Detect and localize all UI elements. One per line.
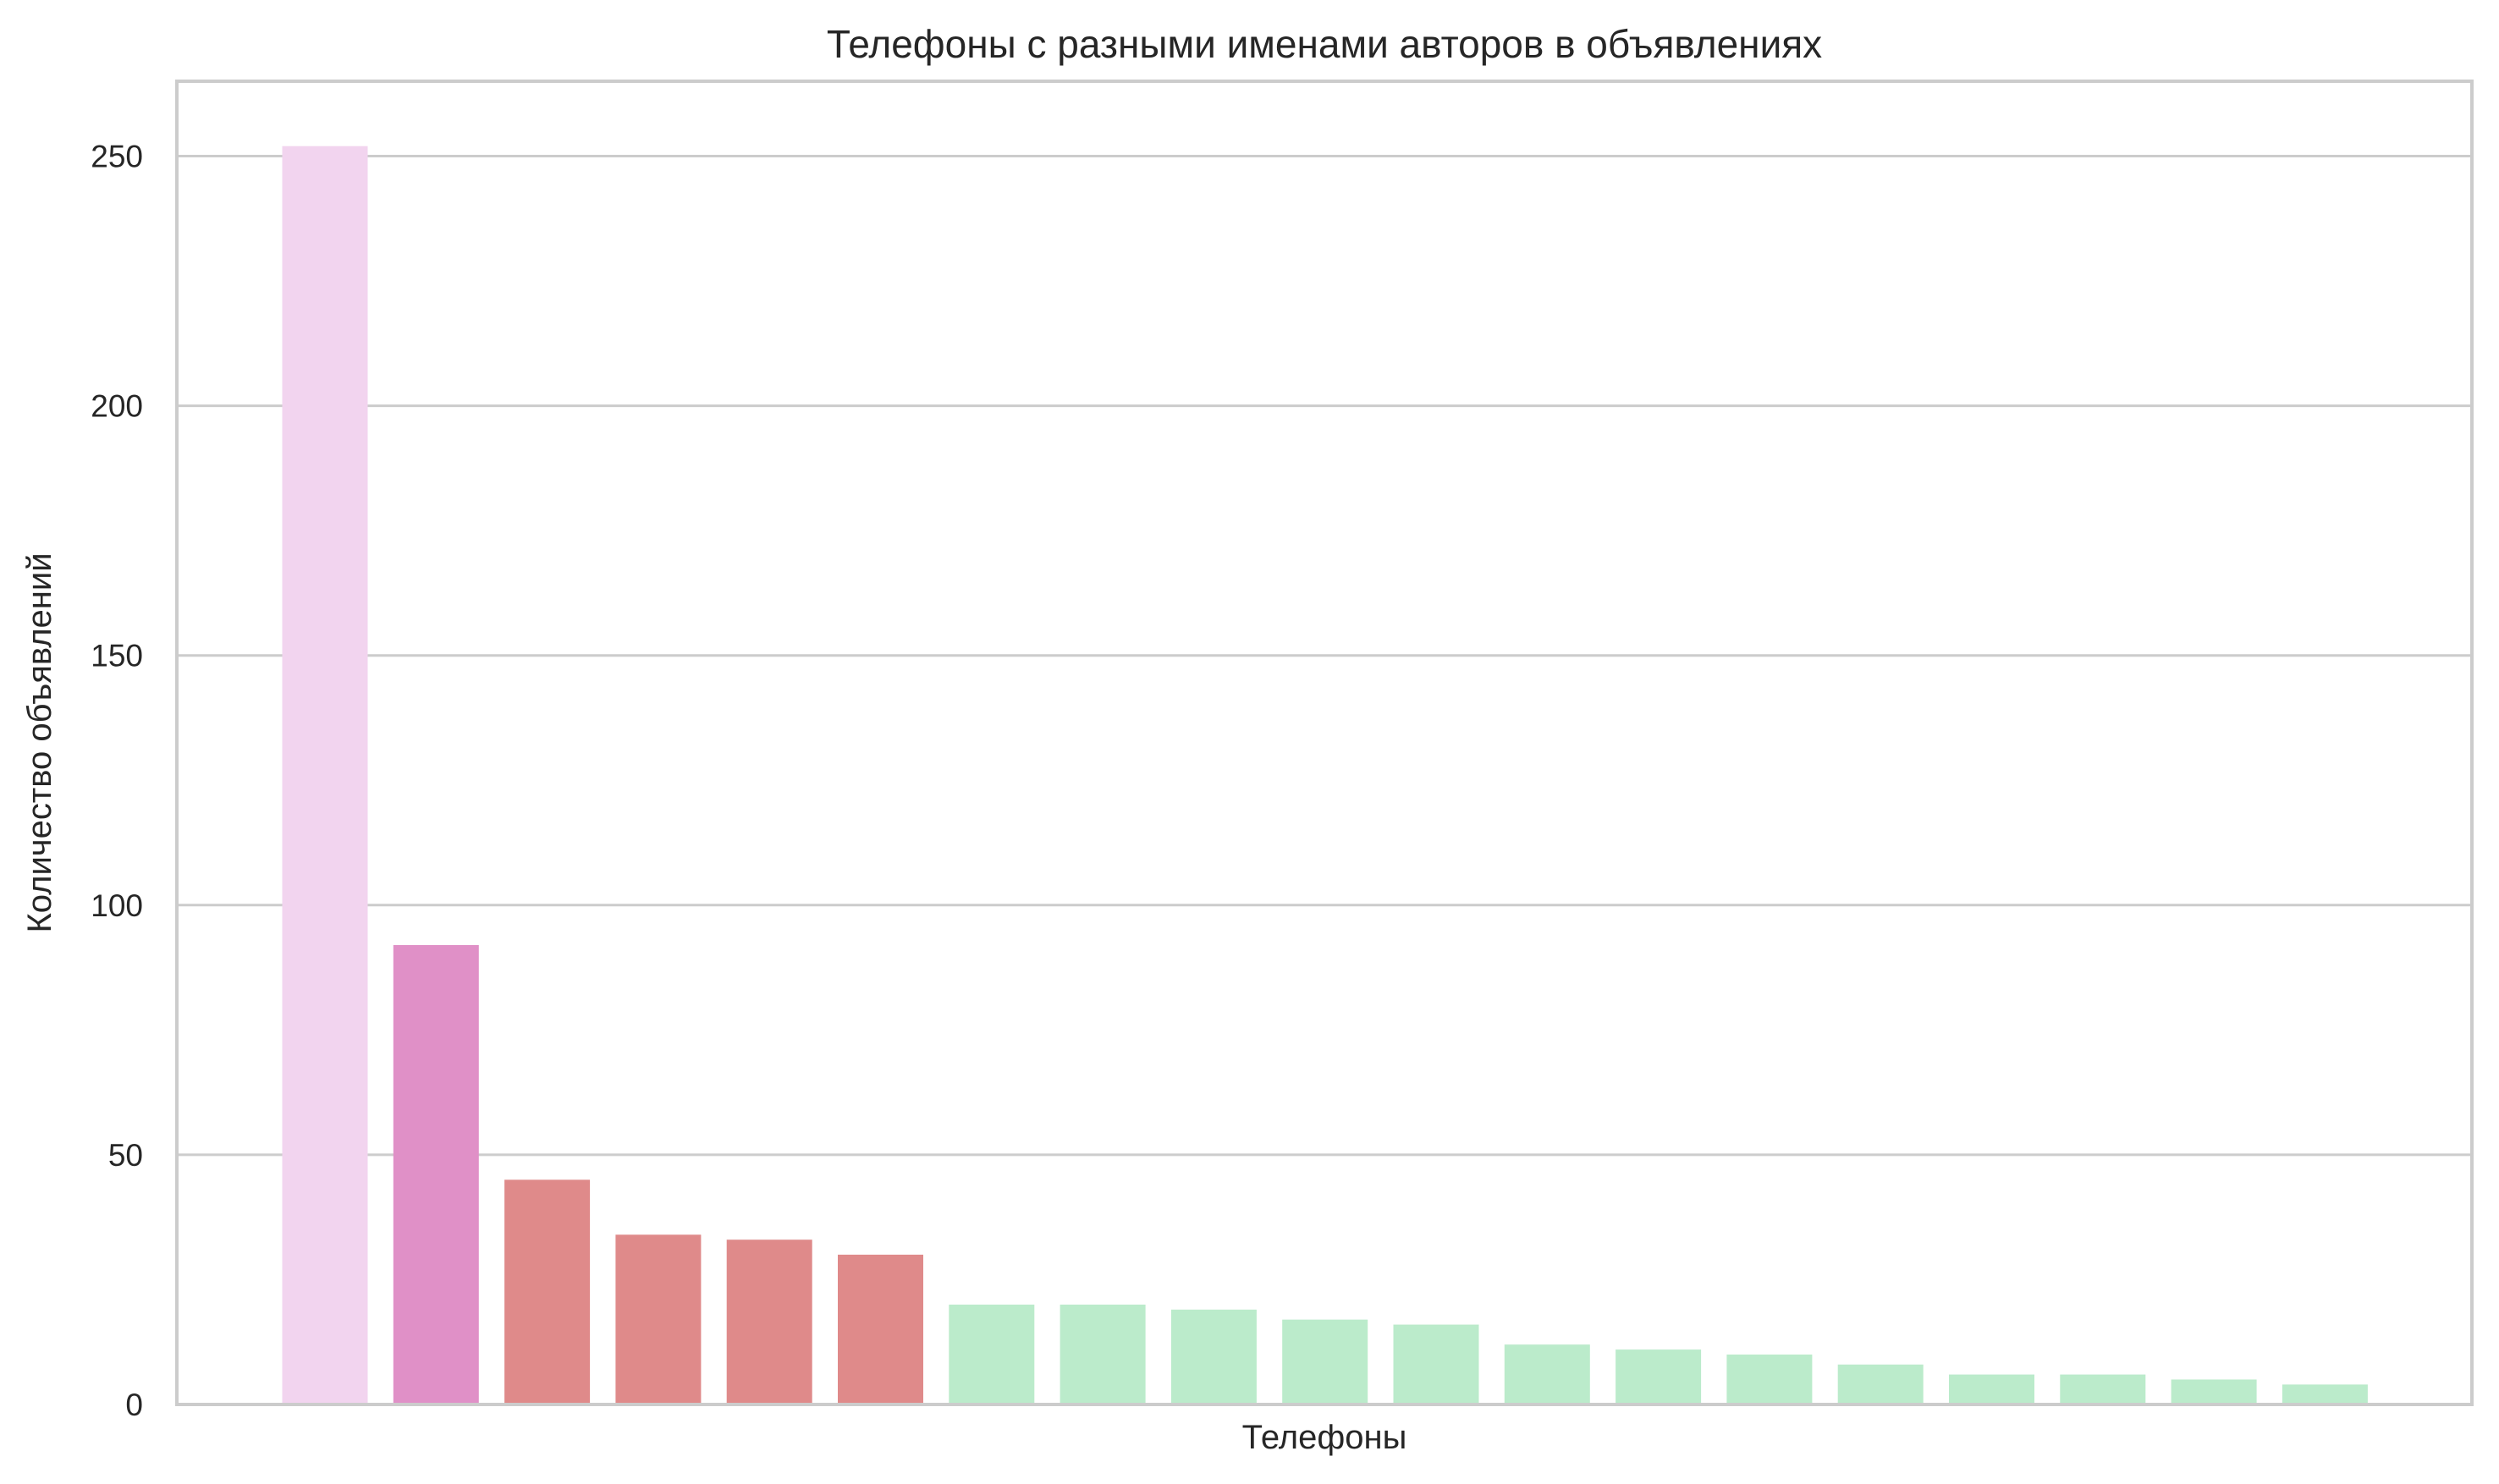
- bar: [2060, 1374, 2146, 1404]
- bar: [1170, 1309, 1257, 1404]
- y-tick-label: 100: [91, 888, 143, 923]
- bar: [504, 1179, 591, 1404]
- bar: [1949, 1374, 2034, 1404]
- y-tick-label: 150: [91, 639, 143, 673]
- x-axis-label: Телефоны: [1242, 1419, 1407, 1456]
- bar: [1282, 1319, 1368, 1404]
- y-tick-labels: 0 50 100 150 200 250: [91, 140, 143, 1422]
- bar: [1060, 1304, 1146, 1404]
- bar: [282, 146, 368, 1405]
- bar: [1726, 1354, 1813, 1404]
- bar: [1393, 1324, 1479, 1404]
- y-axis-label: Количество объявлений: [21, 552, 58, 932]
- bar: [393, 945, 479, 1404]
- bar: [1837, 1364, 1924, 1404]
- bar: [838, 1254, 923, 1404]
- plot-frame: [175, 80, 2474, 1406]
- y-tick-label: 0: [125, 1388, 143, 1422]
- bar: [949, 1304, 1035, 1404]
- bar: [726, 1239, 812, 1404]
- bar: [2282, 1384, 2368, 1404]
- y-tick-label: 250: [91, 140, 143, 174]
- bar: [615, 1234, 702, 1404]
- y-tick-label: 200: [91, 389, 143, 424]
- chart-title: Телефоны с разными именами авторов в объ…: [827, 22, 1822, 66]
- bar: [1504, 1344, 1590, 1404]
- bars: [282, 146, 2368, 1405]
- bar: [1616, 1349, 1702, 1404]
- bar: [2171, 1379, 2257, 1404]
- y-tick-label: 50: [108, 1138, 143, 1173]
